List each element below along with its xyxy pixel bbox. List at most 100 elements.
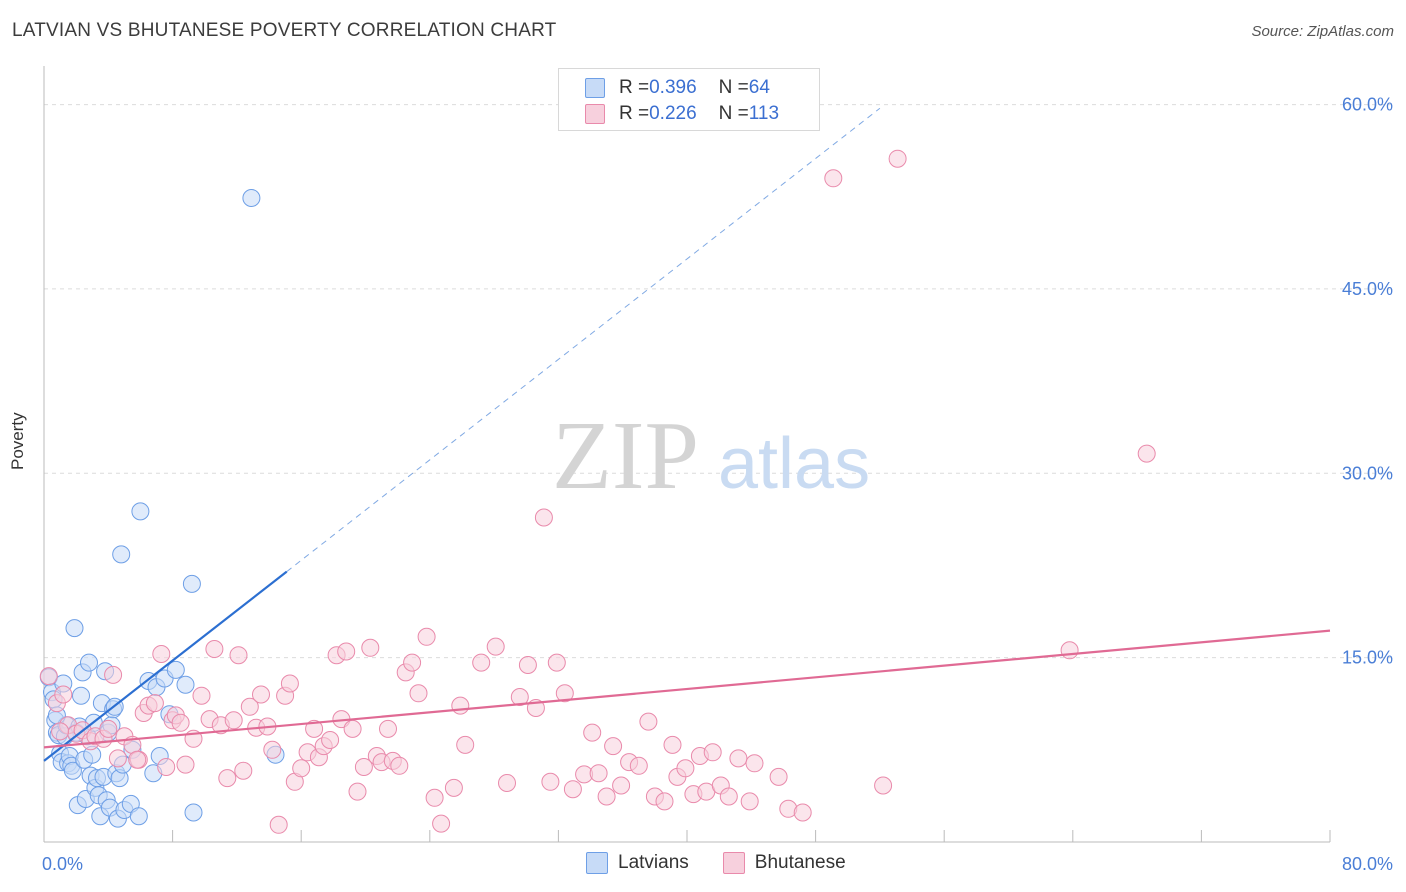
point-bhutanese <box>629 756 648 775</box>
point-bhutanese <box>337 642 356 661</box>
legend-r-label: R = <box>619 77 650 98</box>
point-latvians <box>63 761 82 780</box>
legend-swatch-bhutanese <box>585 104 605 124</box>
legend-row-bhutanese: R = 0.226 N = 113 <box>585 102 779 126</box>
point-bhutanese <box>280 674 299 693</box>
point-bhutanese <box>348 782 367 801</box>
point-bhutanese <box>343 719 362 738</box>
point-latvians <box>80 653 98 672</box>
point-bhutanese <box>240 697 259 716</box>
point-bhutanese <box>703 743 722 762</box>
point-bhutanese <box>824 169 843 188</box>
point-bhutanese <box>417 627 436 646</box>
point-bhutanese <box>676 759 695 778</box>
legend-n-value: 64 <box>748 77 770 98</box>
point-bhutanese <box>176 755 195 774</box>
watermark-zip: ZIP <box>552 402 699 510</box>
point-bhutanese <box>54 685 73 704</box>
legend-r-label: R = <box>619 103 650 124</box>
trend-line-latvians <box>43 570 288 762</box>
point-bhutanese <box>456 735 475 754</box>
point-bhutanese <box>292 759 311 778</box>
point-bhutanese <box>152 645 171 663</box>
point-latvians <box>166 660 185 679</box>
tick-labels: 15.0% 30.0% 45.0% 60.0% 0.0% 80.0% <box>42 95 1393 874</box>
point-bhutanese <box>218 769 237 788</box>
point-bhutanese <box>234 761 253 780</box>
point-bhutanese <box>425 788 444 807</box>
trend-lines <box>43 107 1331 762</box>
legend-r-value: 0.396 <box>649 77 697 98</box>
point-bhutanese <box>390 756 409 775</box>
point-bhutanese <box>51 722 70 741</box>
point-bhutanese <box>1137 444 1156 463</box>
point-bhutanese <box>224 711 243 730</box>
point-bhutanese <box>403 653 422 672</box>
point-bhutanese <box>740 792 759 811</box>
point-bhutanese <box>745 754 764 773</box>
legend-swatch-bhutanese <box>722 852 745 874</box>
legend-swatch-latvians <box>585 78 605 98</box>
point-bhutanese <box>612 776 631 795</box>
point-bhutanese <box>486 637 505 656</box>
point-bhutanese <box>354 758 373 776</box>
legend-stats: R = 0.396 N = 64 R = 0.226 N = 113 <box>558 68 820 131</box>
point-bhutanese <box>252 685 270 704</box>
point-bhutanese <box>518 656 537 674</box>
point-bhutanese <box>510 688 529 706</box>
point-bhutanese <box>1060 641 1079 660</box>
point-bhutanese <box>305 719 324 738</box>
legend-row-latvians: R = 0.396 N = 64 <box>585 76 770 100</box>
y-tick-label: 60.0% <box>1342 95 1393 115</box>
point-latvians <box>184 803 203 822</box>
point-bhutanese <box>444 778 463 797</box>
series-legend: Latvians Bhutanese <box>586 852 880 874</box>
chart-source: Source: ZipAtlas.com <box>1251 23 1394 40</box>
point-bhutanese <box>729 749 748 768</box>
point-bhutanese <box>157 758 176 776</box>
point-bhutanese <box>719 787 738 806</box>
x-tick-label: 0.0% <box>42 854 83 874</box>
trend-line-bhutanese <box>43 629 1331 749</box>
point-latvians <box>129 807 148 826</box>
point-bhutanese <box>555 684 574 703</box>
y-tick-label: 45.0% <box>1342 279 1393 299</box>
point-bhutanese <box>145 694 164 713</box>
point-bhutanese <box>263 740 282 759</box>
point-latvians <box>176 675 195 694</box>
point-bhutanese <box>498 774 516 792</box>
point-bhutanese <box>541 772 560 791</box>
point-bhutanese <box>769 767 788 786</box>
y-tick-label: 15.0% <box>1342 648 1393 668</box>
legend-n-label: N = <box>718 77 749 98</box>
point-bhutanese <box>108 749 127 768</box>
point-bhutanese <box>547 653 566 672</box>
trend-extension-latvians <box>286 107 881 573</box>
point-bhutanese <box>472 653 491 672</box>
point-latvians <box>182 574 201 593</box>
point-latvians <box>112 545 131 564</box>
watermark: ZIP atlas <box>552 402 870 510</box>
legend-r-value: 0.226 <box>649 103 697 124</box>
point-bhutanese <box>597 787 616 806</box>
point-bhutanese <box>229 646 248 665</box>
point-bhutanese <box>269 815 288 834</box>
point-latvians <box>65 619 84 638</box>
point-bhutanese <box>171 713 190 732</box>
legend-item-latvians[interactable]: Latvians <box>586 852 689 874</box>
point-bhutanese <box>451 696 470 715</box>
legend-item-bhutanese[interactable]: Bhutanese <box>722 852 846 874</box>
axes <box>43 66 1331 843</box>
point-bhutanese <box>39 667 58 686</box>
legend-swatch-latvians <box>586 852 608 874</box>
legend-n-label: N = <box>718 103 749 124</box>
legend-label-bhutanese: Bhutanese <box>754 852 846 873</box>
chart-title: LATVIAN VS BHUTANESE POVERTY CORRELATION… <box>12 20 557 41</box>
x-tick-label: 80.0% <box>1342 854 1393 874</box>
legend-label-latvians: Latvians <box>618 852 689 873</box>
point-bhutanese <box>192 686 211 705</box>
point-bhutanese <box>379 719 397 738</box>
point-bhutanese <box>655 792 674 811</box>
point-bhutanese <box>104 665 123 684</box>
